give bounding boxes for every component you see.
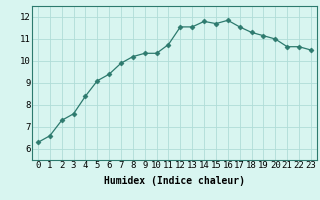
X-axis label: Humidex (Indice chaleur): Humidex (Indice chaleur)	[104, 176, 245, 186]
